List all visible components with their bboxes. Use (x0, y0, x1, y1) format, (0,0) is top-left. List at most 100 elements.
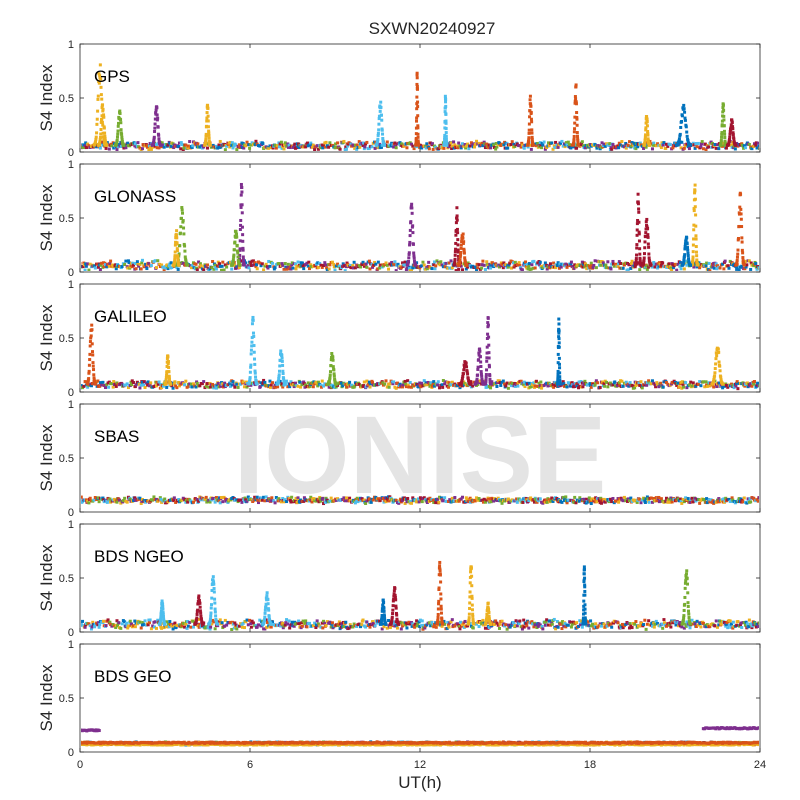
data-point (322, 384, 326, 388)
data-point (619, 496, 623, 500)
data-point (646, 233, 650, 237)
data-point (380, 143, 384, 147)
data-point (175, 236, 179, 240)
data-point (183, 255, 187, 259)
data-point (723, 135, 727, 139)
data-point (447, 261, 451, 265)
data-point (100, 383, 104, 387)
data-point (135, 260, 139, 264)
data-point (425, 383, 429, 387)
data-point (281, 621, 285, 625)
data-point (344, 145, 348, 149)
data-point (358, 145, 362, 149)
data-point (381, 381, 385, 385)
data-point (610, 500, 614, 504)
data-point (686, 251, 690, 255)
data-point (640, 386, 644, 390)
data-point (695, 265, 699, 269)
data-point (649, 382, 653, 386)
data-point (407, 252, 411, 256)
data-point (455, 218, 459, 222)
data-point (399, 497, 403, 501)
data-point (331, 365, 335, 369)
data-point (393, 141, 397, 145)
data-point (494, 141, 498, 145)
data-point (594, 266, 598, 270)
data-point (679, 146, 683, 150)
data-point (85, 145, 89, 149)
data-point (562, 382, 566, 386)
data-point (224, 499, 228, 503)
data-point (356, 146, 360, 150)
panel-label: SBAS (94, 427, 139, 446)
data-point (418, 496, 422, 500)
data-point (683, 253, 687, 257)
data-point (699, 144, 703, 148)
data-point (454, 241, 458, 245)
data-point (643, 240, 647, 244)
data-point (350, 383, 354, 387)
data-point (573, 121, 577, 125)
data-point (741, 256, 745, 260)
data-point (543, 147, 547, 151)
data-point (638, 383, 642, 387)
data-point (416, 100, 420, 104)
data-point (736, 252, 740, 256)
data-point (708, 384, 712, 388)
data-point (741, 500, 745, 504)
data-point (667, 262, 671, 266)
data-point (146, 623, 150, 627)
data-point (173, 258, 177, 262)
data-point (498, 381, 502, 385)
data-point (247, 143, 251, 147)
data-point (417, 620, 421, 624)
data-point (499, 383, 503, 387)
data-point (611, 143, 615, 147)
data-point (248, 618, 252, 622)
data-point (183, 249, 187, 253)
data-point (332, 374, 336, 378)
data-point (492, 143, 496, 147)
data-point (643, 500, 647, 504)
data-point (204, 134, 208, 138)
data-point (394, 498, 398, 502)
data-point (95, 621, 99, 625)
data-point (160, 141, 164, 145)
data-point (676, 262, 680, 266)
data-point (291, 266, 295, 270)
data-point (347, 382, 351, 386)
data-point (634, 258, 638, 262)
data-point (518, 498, 522, 502)
data-point (289, 380, 293, 384)
data-point (357, 140, 361, 144)
data-point (221, 382, 225, 386)
data-point (752, 144, 756, 148)
data-point (104, 263, 107, 267)
data-point (98, 137, 102, 141)
data-point (599, 501, 603, 505)
data-point (527, 131, 531, 135)
data-point (580, 260, 584, 264)
data-point (428, 384, 432, 388)
data-point (114, 263, 118, 267)
data-point (643, 135, 647, 139)
data-point (177, 381, 181, 385)
data-point (248, 376, 252, 380)
data-point (534, 144, 538, 148)
data-point (744, 146, 748, 150)
data-point (634, 498, 638, 502)
data-point (82, 261, 86, 265)
data-point (443, 137, 447, 141)
data-point (622, 145, 626, 149)
data-point (348, 623, 352, 627)
data-point (448, 143, 452, 147)
data-point (483, 146, 487, 150)
data-point (512, 142, 516, 146)
data-point (87, 144, 91, 148)
data-point (312, 380, 316, 384)
data-point (742, 263, 746, 267)
data-point (211, 382, 215, 386)
data-point (322, 619, 326, 623)
data-point (669, 496, 673, 500)
data-point (440, 383, 444, 387)
